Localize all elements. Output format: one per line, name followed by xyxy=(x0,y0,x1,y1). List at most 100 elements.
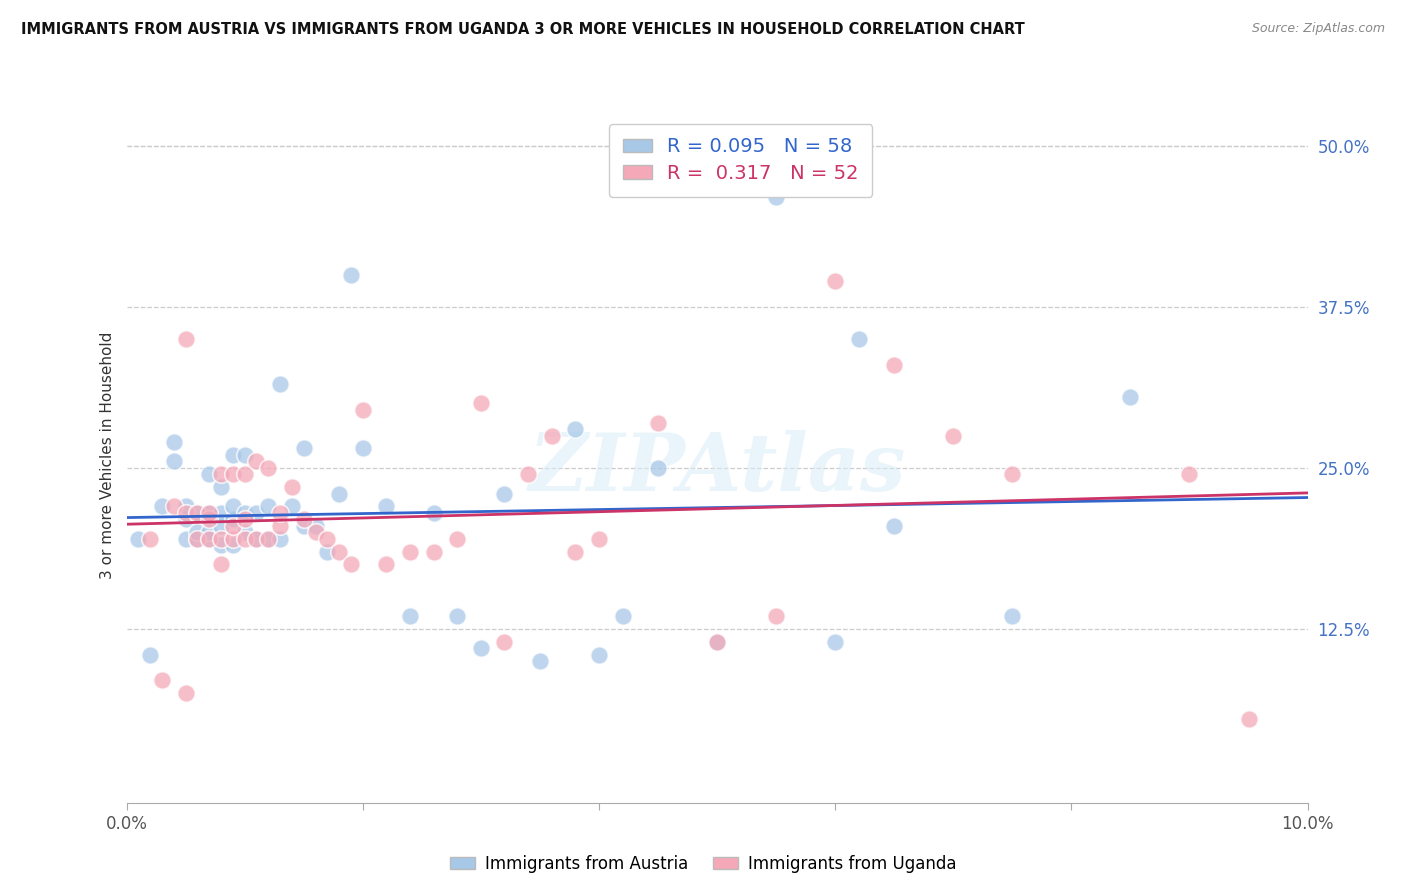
Point xyxy=(706,634,728,648)
Legend: Immigrants from Austria, Immigrants from Uganda: Immigrants from Austria, Immigrants from… xyxy=(443,848,963,880)
Point xyxy=(647,416,669,430)
Point xyxy=(198,467,221,482)
Point xyxy=(422,544,444,558)
Text: Source: ZipAtlas.com: Source: ZipAtlas.com xyxy=(1251,22,1385,36)
Point xyxy=(942,428,965,442)
Point xyxy=(375,500,398,514)
Point xyxy=(269,377,291,392)
Point xyxy=(304,518,326,533)
Text: IMMIGRANTS FROM AUSTRIA VS IMMIGRANTS FROM UGANDA 3 OR MORE VEHICLES IN HOUSEHOL: IMMIGRANTS FROM AUSTRIA VS IMMIGRANTS FR… xyxy=(21,22,1025,37)
Point xyxy=(209,518,232,533)
Point xyxy=(233,467,256,482)
Point xyxy=(588,532,610,546)
Point xyxy=(257,532,280,546)
Point xyxy=(564,544,586,558)
Point xyxy=(245,454,267,468)
Point xyxy=(706,634,728,648)
Point xyxy=(174,500,197,514)
Point xyxy=(316,532,339,546)
Point xyxy=(281,480,304,494)
Point xyxy=(186,532,208,546)
Point xyxy=(174,686,197,700)
Point xyxy=(765,190,787,204)
Point xyxy=(174,532,197,546)
Point xyxy=(399,544,422,558)
Point xyxy=(446,609,468,624)
Point xyxy=(612,609,634,624)
Point xyxy=(304,525,326,540)
Point xyxy=(139,648,162,662)
Point xyxy=(163,435,186,450)
Point xyxy=(198,506,221,520)
Point xyxy=(540,428,562,442)
Point xyxy=(292,518,315,533)
Point xyxy=(245,532,267,546)
Point xyxy=(316,544,339,558)
Point xyxy=(233,532,256,546)
Point xyxy=(222,467,245,482)
Point xyxy=(588,648,610,662)
Text: ZIPAtlas: ZIPAtlas xyxy=(529,430,905,508)
Point xyxy=(163,500,186,514)
Y-axis label: 3 or more Vehicles in Household: 3 or more Vehicles in Household xyxy=(100,331,115,579)
Point xyxy=(209,532,232,546)
Point xyxy=(1001,467,1024,482)
Point xyxy=(150,673,173,688)
Point xyxy=(399,609,422,624)
Point xyxy=(209,558,232,572)
Point xyxy=(446,532,468,546)
Point xyxy=(139,532,162,546)
Point xyxy=(494,486,516,500)
Legend: R = 0.095   N = 58, R =  0.317   N = 52: R = 0.095 N = 58, R = 0.317 N = 52 xyxy=(609,124,872,197)
Point xyxy=(269,506,291,520)
Point xyxy=(1237,712,1260,726)
Point xyxy=(222,500,245,514)
Point xyxy=(517,467,540,482)
Point xyxy=(222,512,245,526)
Point xyxy=(257,500,280,514)
Point xyxy=(470,641,492,656)
Point xyxy=(848,332,870,346)
Point xyxy=(352,402,374,417)
Point xyxy=(174,332,197,346)
Point xyxy=(529,654,551,668)
Point xyxy=(198,512,221,526)
Point xyxy=(186,532,208,546)
Point xyxy=(233,525,256,540)
Point xyxy=(233,448,256,462)
Point xyxy=(209,480,232,494)
Point xyxy=(340,558,363,572)
Point xyxy=(292,512,315,526)
Point xyxy=(198,532,221,546)
Point xyxy=(269,532,291,546)
Point xyxy=(281,500,304,514)
Point xyxy=(245,506,267,520)
Point xyxy=(328,544,350,558)
Point xyxy=(564,422,586,436)
Point xyxy=(470,396,492,410)
Point xyxy=(198,525,221,540)
Point xyxy=(222,532,245,546)
Point xyxy=(824,634,846,648)
Point xyxy=(494,634,516,648)
Point xyxy=(375,558,398,572)
Point xyxy=(1001,609,1024,624)
Point xyxy=(174,512,197,526)
Point xyxy=(163,454,186,468)
Point xyxy=(209,467,232,482)
Point xyxy=(198,506,221,520)
Point xyxy=(127,532,149,546)
Point xyxy=(292,442,315,456)
Point xyxy=(269,518,291,533)
Point xyxy=(245,532,267,546)
Point xyxy=(222,448,245,462)
Point xyxy=(186,506,208,520)
Point xyxy=(186,525,208,540)
Point xyxy=(186,506,208,520)
Point xyxy=(257,532,280,546)
Point xyxy=(1178,467,1201,482)
Point xyxy=(233,512,256,526)
Point xyxy=(222,538,245,552)
Point xyxy=(824,274,846,288)
Point xyxy=(883,358,905,372)
